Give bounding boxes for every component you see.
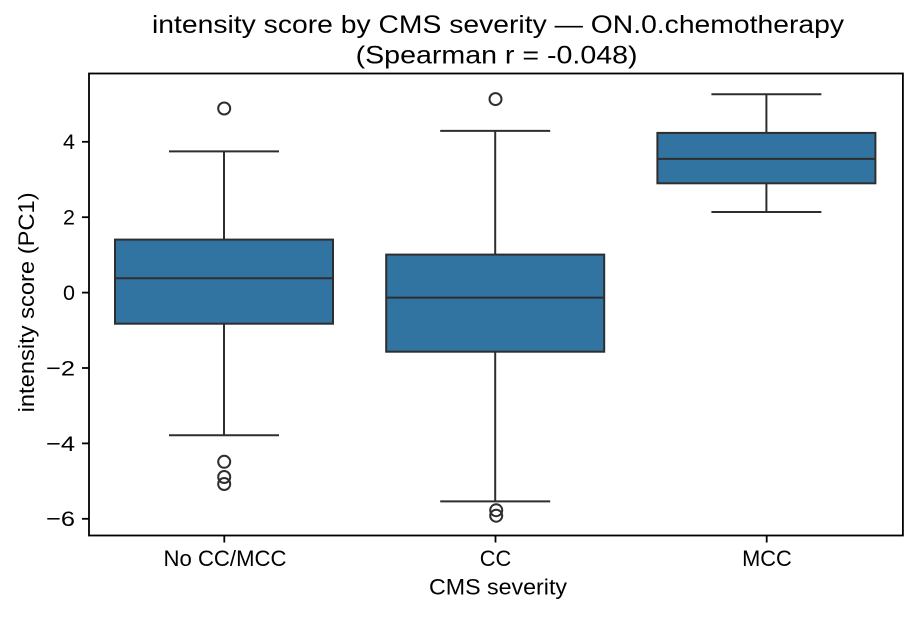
- svg-text:No CC/MCC: No CC/MCC: [164, 546, 287, 571]
- svg-text:4: 4: [63, 130, 75, 154]
- svg-text:−6: −6: [46, 507, 75, 531]
- svg-text:MCC: MCC: [742, 546, 792, 571]
- svg-text:0: 0: [63, 281, 75, 305]
- svg-text:2: 2: [63, 206, 75, 230]
- svg-text:−4: −4: [46, 432, 75, 456]
- svg-text:intensity score by CMS severit: intensity score by CMS severity — ON.0.c…: [152, 11, 845, 39]
- svg-text:intensity score (PC1): intensity score (PC1): [14, 192, 39, 412]
- svg-text:CC: CC: [480, 546, 511, 571]
- svg-text:CMS severity: CMS severity: [429, 574, 567, 599]
- svg-text:−2: −2: [46, 356, 75, 380]
- svg-text:(Spearman r = -0.048): (Spearman r = -0.048): [356, 41, 638, 69]
